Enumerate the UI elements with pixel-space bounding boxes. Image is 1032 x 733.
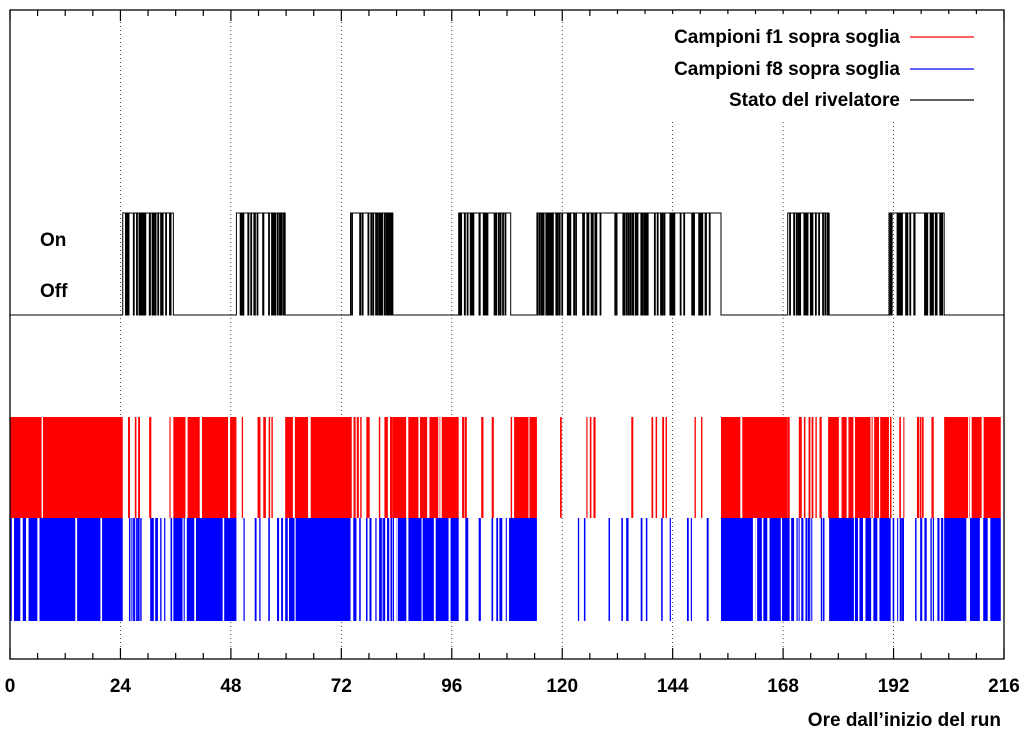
x-axis-ticks bbox=[9, 10, 1005, 659]
f1-dense-block bbox=[720, 417, 788, 518]
x-tick-label: 144 bbox=[657, 676, 689, 697]
series-f8-sopra-soglia bbox=[10, 518, 1001, 621]
x-tick-label: 24 bbox=[110, 676, 132, 697]
x-tick-label: 96 bbox=[441, 676, 462, 697]
x-tick-label: 168 bbox=[767, 676, 799, 697]
f8-dense-block bbox=[173, 518, 237, 621]
f1-dense-block bbox=[10, 417, 123, 518]
legend: Campioni f1 sopra soglia Campioni f8 sop… bbox=[598, 14, 1000, 120]
f1-dense-block bbox=[510, 417, 537, 518]
stato-rivelatore-line bbox=[10, 212, 1004, 316]
legend-label-stato: Stato del rivelatore bbox=[729, 90, 900, 111]
x-tick-label: 48 bbox=[220, 676, 241, 697]
x-axis-label: Ore dall’inizio del run bbox=[808, 710, 1001, 731]
state-label-off: Off bbox=[40, 281, 68, 302]
x-tick-label: 216 bbox=[988, 676, 1020, 697]
f8-dense-block bbox=[10, 518, 123, 621]
series-f1-sopra-soglia bbox=[10, 417, 1001, 518]
f1-dense-block bbox=[392, 417, 459, 518]
f1-dense-block bbox=[285, 417, 351, 518]
f8-dense-block bbox=[392, 518, 459, 621]
f8-dense-block bbox=[285, 518, 351, 621]
x-axis-tick-labels: 0 24 48 72 96 120 144 168 192 216 bbox=[5, 676, 1020, 697]
legend-label-f8: Campioni f8 sopra soglia bbox=[674, 59, 900, 80]
x-tick-label: 72 bbox=[331, 676, 352, 697]
x-tick-label: 192 bbox=[878, 676, 910, 697]
f1-dense-block bbox=[944, 417, 1001, 518]
x-tick-label: 120 bbox=[546, 676, 578, 697]
x-tick-label: 0 bbox=[5, 676, 16, 697]
state-label-on: On bbox=[40, 230, 66, 251]
f8-dense-block bbox=[510, 518, 537, 621]
f8-dense-block bbox=[944, 518, 1001, 621]
series-stato-rivelatore bbox=[10, 212, 1004, 316]
legend-label-f1: Campioni f1 sopra soglia bbox=[674, 27, 900, 48]
f1-dense-block bbox=[173, 417, 237, 518]
